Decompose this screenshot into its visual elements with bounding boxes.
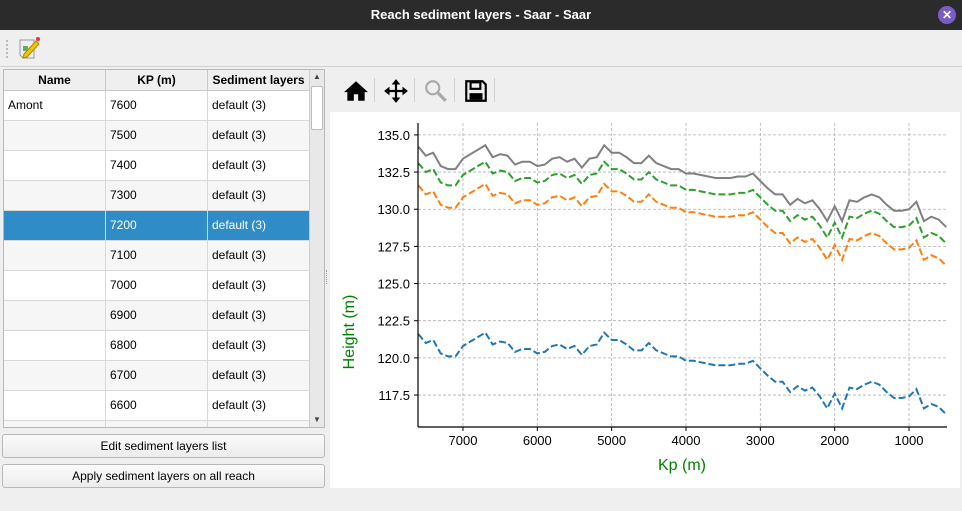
- x-tick-label: 7000: [449, 433, 478, 448]
- toolbar-separator: [494, 78, 495, 102]
- series-line-3: [417, 331, 947, 416]
- series-line-0: [417, 143, 947, 228]
- cell-layers[interactable]: default (3): [208, 121, 310, 151]
- cell-kp[interactable]: 7000: [106, 271, 208, 301]
- cell-kp[interactable]: 7100: [106, 241, 208, 271]
- vertical-scrollbar[interactable]: ▲ ▼: [309, 70, 324, 427]
- cell-layers[interactable]: default (3): [208, 241, 310, 271]
- y-tick-label: 120.0: [377, 351, 410, 366]
- cell-layers[interactable]: default (3): [208, 151, 310, 181]
- table-row[interactable]: [4, 421, 310, 427]
- edit-sediment-layers-button[interactable]: Edit sediment layers list: [2, 434, 325, 458]
- y-axis-label: Height (m): [341, 295, 358, 370]
- cell-kp[interactable]: 6600: [106, 391, 208, 421]
- y-tick-label: 130.0: [377, 202, 410, 217]
- x-tick-label: 5000: [597, 433, 626, 448]
- y-tick-label: 135.0: [377, 128, 410, 143]
- column-header-sediment-layers[interactable]: Sediment layers: [208, 70, 310, 91]
- toolbar-grip[interactable]: [6, 40, 10, 58]
- close-icon[interactable]: ✕: [938, 6, 956, 24]
- cell-layers[interactable]: default (3): [208, 361, 310, 391]
- scroll-down-icon[interactable]: ▼: [313, 415, 321, 424]
- cell-kp[interactable]: 7500: [106, 121, 208, 151]
- y-tick-label: 125.0: [377, 277, 410, 292]
- splitter-handle[interactable]: [326, 270, 329, 284]
- table-row[interactable]: 7300 default (3): [4, 181, 310, 211]
- x-tick-label: 4000: [672, 433, 701, 448]
- cell-name[interactable]: [4, 271, 106, 301]
- cell-name[interactable]: [4, 391, 106, 421]
- apply-sediment-layers-button[interactable]: Apply sediment layers on all reach: [2, 464, 325, 488]
- window-titlebar: Reach sediment layers - Saar - Saar ✕: [0, 0, 962, 30]
- status-bar: [0, 490, 962, 511]
- table-row[interactable]: 7100 default (3): [4, 241, 310, 271]
- edit-note-icon[interactable]: [18, 36, 40, 60]
- main-toolbar: [0, 30, 962, 67]
- cell-name[interactable]: [4, 361, 106, 391]
- series-line-2: [417, 182, 947, 267]
- column-header-name[interactable]: Name: [4, 70, 106, 91]
- cell-name[interactable]: [4, 151, 106, 181]
- cell-kp[interactable]: 6900: [106, 301, 208, 331]
- column-header-kp[interactable]: KP (m): [106, 70, 208, 91]
- table-row[interactable]: 6700 default (3): [4, 361, 310, 391]
- cell-layers[interactable]: default (3): [208, 211, 310, 241]
- cell-layers[interactable]: default (3): [208, 91, 310, 121]
- cell-kp[interactable]: 7400: [106, 151, 208, 181]
- cell[interactable]: [208, 421, 310, 427]
- series-line-1: [417, 160, 947, 245]
- cell-name[interactable]: [4, 301, 106, 331]
- scrollbar-thumb[interactable]: [311, 86, 323, 130]
- table-row[interactable]: 6600 default (3): [4, 391, 310, 421]
- x-tick-label: 2000: [820, 433, 849, 448]
- cell-layers[interactable]: default (3): [208, 301, 310, 331]
- table-row[interactable]: 7400 default (3): [4, 151, 310, 181]
- table-row[interactable]: 7500 default (3): [4, 121, 310, 151]
- y-tick-label: 117.5: [378, 388, 410, 403]
- window-title: Reach sediment layers - Saar - Saar: [370, 7, 592, 22]
- cell-layers[interactable]: default (3): [208, 181, 310, 211]
- cell-name[interactable]: [4, 211, 106, 241]
- cell-name[interactable]: [4, 331, 106, 361]
- table-row[interactable]: 7200 default (3): [4, 211, 310, 241]
- x-tick-label: 6000: [523, 433, 552, 448]
- toolbar-separator: [374, 78, 375, 102]
- pan-icon[interactable]: [383, 78, 409, 104]
- cell-name[interactable]: [4, 181, 106, 211]
- cell-kp[interactable]: 7600: [106, 91, 208, 121]
- cell-kp[interactable]: 7200: [106, 211, 208, 241]
- cell-layers[interactable]: default (3): [208, 271, 310, 301]
- height-profile-chart[interactable]: 7000 6000 5000 4000 3000 2000 1000 117.5 120.0 12…: [330, 112, 960, 488]
- cell[interactable]: [106, 421, 208, 427]
- x-tick-label: 3000: [746, 433, 775, 448]
- toolbar-separator: [414, 78, 415, 102]
- cell-name[interactable]: [4, 121, 106, 151]
- zoom-icon[interactable]: [423, 78, 449, 104]
- scroll-up-icon[interactable]: ▲: [313, 72, 321, 81]
- home-icon[interactable]: [343, 78, 369, 104]
- chart-toolbar: [330, 70, 962, 110]
- x-axis-label: Kp (m): [658, 457, 706, 474]
- y-tick-label: 132.5: [377, 165, 410, 180]
- cell-name[interactable]: Amont: [4, 91, 106, 121]
- cell-kp[interactable]: 6700: [106, 361, 208, 391]
- x-tick-label: 1000: [895, 433, 924, 448]
- cell-layers[interactable]: default (3): [208, 331, 310, 361]
- chart-area[interactable]: 7000 6000 5000 4000 3000 2000 1000 117.5 120.0 12…: [330, 112, 960, 488]
- table-row[interactable]: 6800 default (3): [4, 331, 310, 361]
- cell-name[interactable]: [4, 241, 106, 271]
- table-row[interactable]: Amont 7600 default (3): [4, 91, 310, 121]
- table-row[interactable]: 6900 default (3): [4, 301, 310, 331]
- cell-kp[interactable]: 6800: [106, 331, 208, 361]
- save-icon[interactable]: [463, 78, 489, 104]
- cell-layers[interactable]: default (3): [208, 391, 310, 421]
- table-row[interactable]: 7000 default (3): [4, 271, 310, 301]
- cell[interactable]: [4, 421, 106, 427]
- cell-kp[interactable]: 7300: [106, 181, 208, 211]
- toolbar-separator: [454, 78, 455, 102]
- y-tick-label: 127.5: [377, 239, 410, 254]
- sediment-table[interactable]: Name KP (m) Sediment layers Amont 7600 def…: [3, 69, 325, 428]
- y-tick-label: 122.5: [377, 314, 410, 329]
